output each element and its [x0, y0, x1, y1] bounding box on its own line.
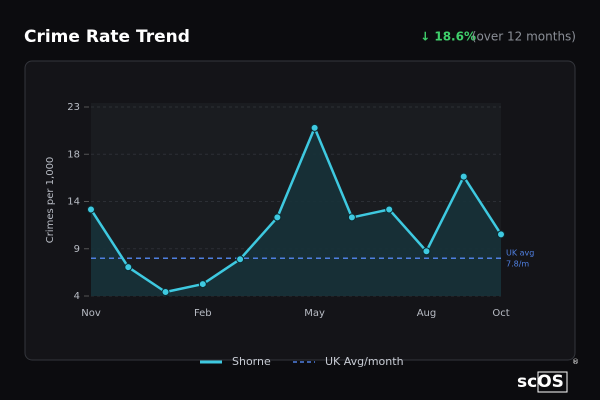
brand-name: scOS — [517, 372, 564, 392]
point — [385, 205, 394, 214]
legend-label: Shorne — [232, 355, 271, 368]
chart-title: Crime Rate Trend — [24, 27, 190, 47]
point — [497, 230, 505, 239]
change-label: ↓ 18.6% — [420, 30, 476, 44]
x-tick-label: May — [304, 308, 325, 319]
point — [124, 263, 133, 272]
reference-label: UK avg — [506, 249, 534, 258]
point — [422, 247, 431, 256]
area — [91, 127, 501, 297]
point — [310, 123, 319, 132]
brand-mark: ® — [572, 358, 579, 366]
point — [198, 280, 207, 289]
y-tick-label: 14 — [67, 197, 80, 208]
y-tick-label: 18 — [67, 149, 80, 160]
y-tick-label: 4 — [74, 291, 80, 302]
brand-box — [537, 371, 568, 393]
x-tick-label: Nov — [81, 308, 101, 319]
y-axis-label: Crimes per 1,000 — [45, 157, 56, 244]
reference-label: 7.8/m — [506, 260, 529, 269]
point — [87, 205, 95, 214]
line — [89, 126, 503, 294]
legend-label: UK Avg/month — [325, 355, 404, 368]
y-tick-label: 9 — [74, 244, 80, 255]
point — [347, 213, 356, 222]
point — [273, 213, 282, 222]
y-tick-label: 23 — [67, 102, 80, 113]
point — [459, 172, 468, 181]
point — [161, 288, 170, 297]
point — [236, 255, 245, 264]
x-tick-label: Oct — [492, 308, 509, 319]
change-note: (over 12 months) — [472, 30, 576, 44]
x-tick-label: Feb — [194, 308, 212, 319]
x-tick-label: Aug — [417, 308, 437, 319]
